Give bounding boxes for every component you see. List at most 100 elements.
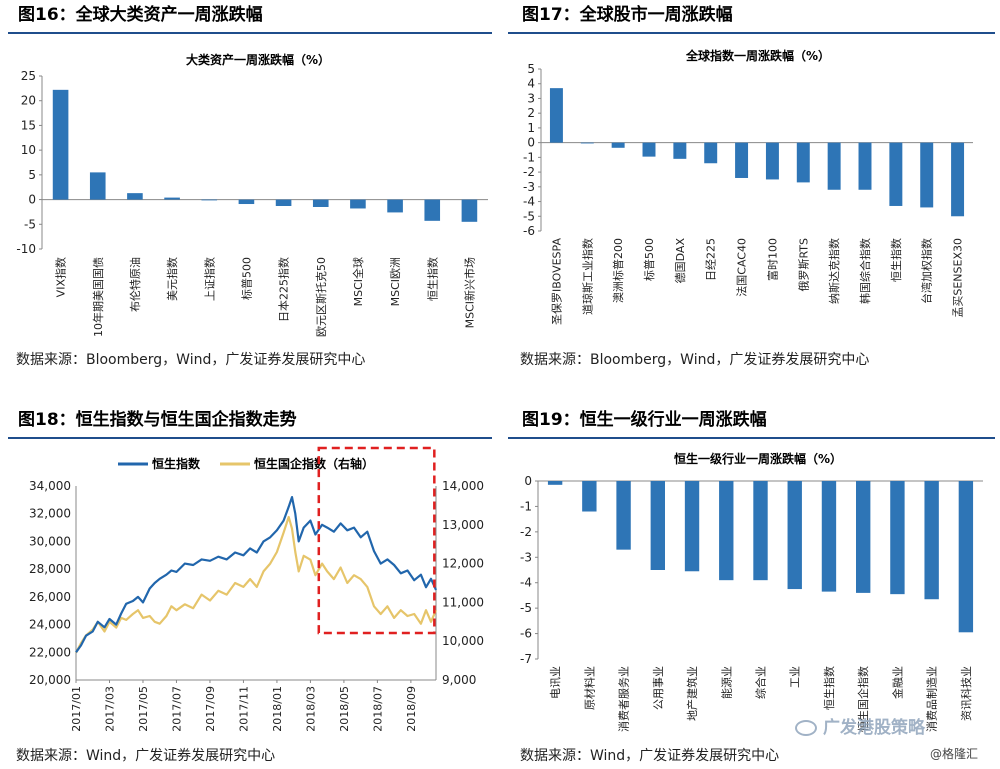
panel-global-assets: 图16：全球大类资产一周涨跌幅 大类资产一周涨跌幅（%） 25 20 15 10 5 0 -5… xyxy=(8,0,492,380)
x-category-label: 上证指数 xyxy=(202,257,216,301)
bar xyxy=(461,199,478,222)
bar xyxy=(787,481,802,590)
x-tick-label: 2017/07 xyxy=(170,686,183,732)
y-tick-label-left: 32,000 xyxy=(29,507,71,521)
chart-hs-sectors: 恒生一级行业一周涨跌幅（%） 0 -1 -2 -3 -4 -5 -6 -7 电讯业 原材料业 消费者服… xyxy=(520,451,983,732)
x-category-label: 恒生指数 xyxy=(425,257,439,301)
x-category-label: 德国DAX xyxy=(673,238,687,284)
y-tick-label: -5 xyxy=(523,209,535,223)
source-note: 数据来源：Bloomberg，Wind，广发证券发展研究中心 xyxy=(520,352,870,368)
bar xyxy=(889,142,903,206)
y-tick-label: 15 xyxy=(21,118,36,132)
bar xyxy=(424,199,441,221)
y-tick-label: -5 xyxy=(24,217,36,231)
y-tick-label: -3 xyxy=(523,180,535,194)
bar xyxy=(275,199,292,206)
bar xyxy=(549,88,563,143)
y-tick-label: 5 xyxy=(527,62,535,76)
title-rule xyxy=(508,32,995,34)
y-tick-label: -1 xyxy=(523,150,535,164)
y-tick-label: 2 xyxy=(527,106,535,120)
x-category-label: 资讯科技业 xyxy=(959,666,973,721)
y-tick-label-right: 9,000 xyxy=(442,673,476,687)
y-tick-label: -6 xyxy=(520,627,532,641)
y-tick-label: 0 xyxy=(524,474,532,488)
x-category-label: 法国CAC40 xyxy=(735,238,749,297)
x-category-label: 布伦特原油 xyxy=(128,257,142,312)
title-rule xyxy=(8,32,492,34)
x-category-label: 韩国综合指数 xyxy=(858,238,872,304)
x-category-label: 日本225指数 xyxy=(277,257,291,322)
bar xyxy=(856,481,871,593)
x-tick-label: 2017/05 xyxy=(137,686,150,732)
y-tick-label-left: 24,000 xyxy=(29,618,71,632)
x-tick-label: 2018/05 xyxy=(338,686,351,732)
bar xyxy=(796,142,810,183)
y-tick-label-left: 34,000 xyxy=(29,479,71,493)
x-category-label: 恒生国企指数 xyxy=(856,666,870,732)
x-category-label: VIX指数 xyxy=(54,257,68,297)
x-tick-label: 2017/03 xyxy=(103,686,116,732)
source-note: 数据来源：Bloomberg，Wind，广发证券发展研究中心 xyxy=(16,352,366,368)
x-category-label: 美元指数 xyxy=(165,257,179,301)
bar xyxy=(924,481,939,600)
y-tick-label: 1 xyxy=(527,121,535,135)
x-category-label: 标普500 xyxy=(239,257,253,300)
panel-title: 图19：恒生一级行业一周涨跌幅 xyxy=(522,410,767,430)
bar xyxy=(650,481,665,570)
highlight-box xyxy=(317,446,436,635)
bar xyxy=(547,481,563,485)
x-category-label: 纳斯达克指数 xyxy=(827,238,841,304)
bar xyxy=(735,142,749,178)
bar xyxy=(387,199,403,213)
y-tick-label-left: 22,000 xyxy=(29,645,71,659)
chart-global-assets: 大类资产一周涨跌幅（%） 25 20 15 10 5 0 -5 -10 VIX指数 10年期美国国债… xyxy=(16,52,488,337)
x-category-label: 澳洲标普200 xyxy=(611,238,625,303)
y-tick-label: -4 xyxy=(520,576,532,590)
x-category-label: 能源业 xyxy=(719,666,733,699)
y-tick-label: -2 xyxy=(520,525,532,539)
wechat-icon xyxy=(795,720,817,736)
bar xyxy=(704,142,718,164)
x-category-label: MSCI全球 xyxy=(351,257,365,306)
bar xyxy=(616,481,631,550)
x-tick-label: 2018/01 xyxy=(271,686,284,732)
panel-title: 图18：恒生指数与恒生国企指数走势 xyxy=(18,410,297,430)
bar xyxy=(238,199,255,205)
bar xyxy=(958,481,974,633)
y-tick-label: -1 xyxy=(520,499,532,513)
bar xyxy=(673,142,687,159)
x-category-label: 孟买SENSEX30 xyxy=(952,238,965,318)
y-tick-label-right: 14,000 xyxy=(442,479,484,493)
x-tick-label: 2017/09 xyxy=(204,686,217,732)
y-tick-label: -7 xyxy=(520,652,532,666)
y-tick-label: 4 xyxy=(527,77,535,91)
x-category-label: 道琼斯工业指数 xyxy=(580,238,594,315)
bar xyxy=(858,142,872,190)
legend-label: 恒生国企指数（右轴） xyxy=(254,456,374,471)
x-category-label: 公用事业 xyxy=(652,666,665,710)
x-category-label: 金融业 xyxy=(890,666,904,699)
y-tick-label: 20 xyxy=(21,94,36,108)
y-tick-label: -4 xyxy=(523,195,535,209)
y-tick-label: 25 xyxy=(21,69,36,83)
x-category-label: 标普500 xyxy=(642,238,656,281)
legend-label: 恒生指数 xyxy=(152,456,201,471)
y-tick-label: 0 xyxy=(527,136,535,150)
x-category-label: 地产建筑业 xyxy=(685,666,699,721)
x-category-label: 10年期美国国债 xyxy=(91,257,105,337)
y-tick-label: 3 xyxy=(527,91,535,105)
title-rule xyxy=(8,437,492,439)
bar xyxy=(582,481,597,512)
x-tick-label: 2018/03 xyxy=(304,686,317,732)
bar xyxy=(684,481,700,572)
x-category-label: 欧元区斯托克50 xyxy=(314,257,328,337)
x-category-label: 原材料业 xyxy=(582,666,596,710)
x-category-label: 电讯业 xyxy=(549,666,562,699)
bar xyxy=(52,89,69,200)
x-category-label: 消费品制造业 xyxy=(925,666,939,732)
y-tick-label: 0 xyxy=(28,193,36,207)
x-category-label: 工业 xyxy=(789,666,802,688)
series-line-hscei xyxy=(75,515,438,654)
x-tick-label: 2018/07 xyxy=(371,686,384,732)
